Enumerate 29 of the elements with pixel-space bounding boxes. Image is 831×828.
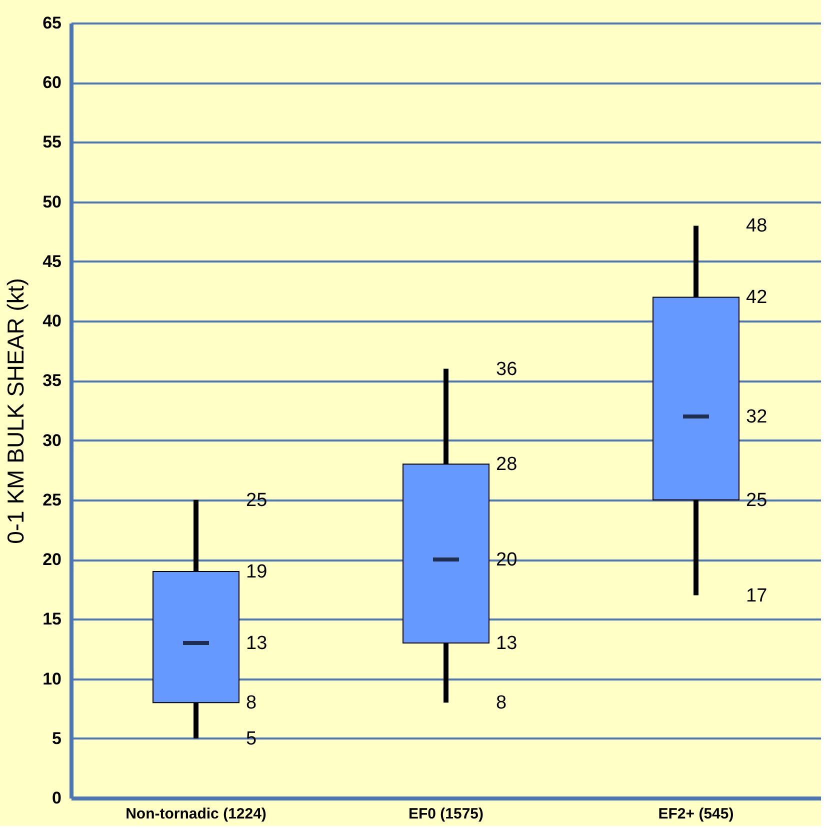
y-tick-label: 35 [42, 371, 62, 390]
y-tick-label: 45 [42, 252, 62, 271]
x-tick-label: EF2+ (545) [658, 806, 734, 822]
annotation: 17 [746, 585, 768, 606]
y-tick-label: 15 [42, 610, 62, 629]
y-tick-label: 40 [42, 312, 62, 331]
y-tick-label: 60 [42, 73, 62, 92]
x-tick-label: EF0 (1575) [408, 806, 484, 822]
annotation: 8 [246, 692, 257, 714]
y-tick-label: 65 [42, 14, 62, 32]
y-tick-label: 20 [42, 550, 62, 570]
annotation: 13 [246, 633, 268, 654]
y-tick-label: 55 [42, 132, 62, 152]
annotation: 32 [746, 406, 768, 428]
y-tick-label: 50 [42, 192, 62, 212]
annotation: 42 [746, 287, 768, 308]
y-axis-title: 0-1 KM BULK SHEAR (kt) [2, 278, 29, 544]
annotation: 19 [246, 561, 268, 582]
y-tick-label: 10 [42, 669, 62, 688]
annotation: 48 [746, 216, 768, 237]
annotation: 36 [496, 358, 518, 380]
x-tick-label: Non-tornadic (1224) [126, 806, 266, 822]
y-tick-label: 0 [52, 788, 62, 808]
y-tick-label: 30 [42, 430, 62, 450]
annotation: 8 [496, 692, 507, 714]
y-tick-label: 5 [52, 728, 62, 748]
annotation: 28 [496, 454, 518, 476]
y-tick-label: 25 [42, 490, 62, 510]
annotation: 13 [496, 633, 518, 654]
